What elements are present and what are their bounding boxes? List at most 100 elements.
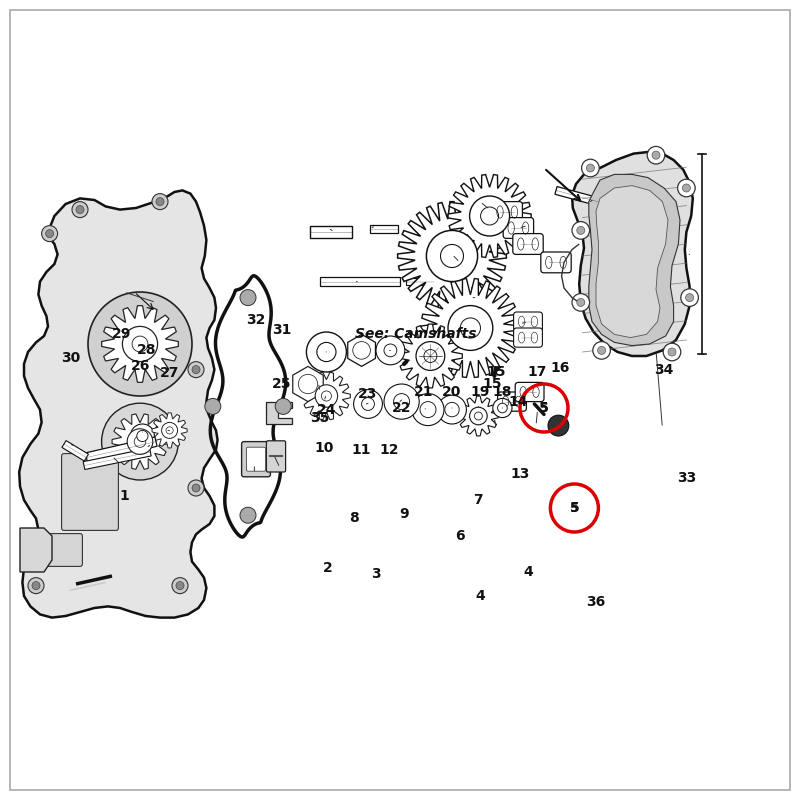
Circle shape [384,384,419,419]
Circle shape [306,332,346,372]
Text: 3: 3 [371,566,381,581]
Circle shape [205,398,221,414]
Circle shape [384,344,397,357]
Text: 8: 8 [349,511,358,526]
Circle shape [686,294,694,302]
Circle shape [42,226,58,242]
Polygon shape [572,152,693,356]
Circle shape [240,290,256,306]
Circle shape [572,222,590,239]
Circle shape [127,429,153,454]
Text: 24: 24 [317,403,336,418]
Polygon shape [19,190,218,618]
Circle shape [647,146,665,164]
Circle shape [188,362,204,378]
Circle shape [172,578,188,594]
Text: 19: 19 [470,385,490,399]
Polygon shape [86,437,157,462]
Text: 13: 13 [510,466,530,481]
Polygon shape [458,396,498,436]
Polygon shape [596,186,668,338]
Polygon shape [310,226,352,238]
Circle shape [152,194,168,210]
Circle shape [192,366,200,374]
Text: 22: 22 [392,401,411,415]
Circle shape [28,578,44,594]
Circle shape [652,151,660,159]
Circle shape [102,403,178,480]
Circle shape [598,346,606,354]
FancyBboxPatch shape [541,252,571,273]
FancyBboxPatch shape [242,442,270,477]
Circle shape [426,230,478,282]
Text: 16: 16 [550,361,570,375]
Text: 9: 9 [399,506,409,521]
Circle shape [498,403,507,413]
Text: 27: 27 [160,366,179,380]
FancyBboxPatch shape [498,392,526,411]
Circle shape [678,179,695,197]
Circle shape [593,342,610,359]
Text: 35: 35 [310,410,330,425]
Text: 15: 15 [482,377,502,391]
Circle shape [577,226,585,234]
Circle shape [548,415,569,436]
Text: 26: 26 [131,358,150,373]
Circle shape [394,394,410,410]
Text: 15: 15 [486,365,506,379]
Circle shape [376,336,405,365]
Circle shape [76,206,84,214]
Circle shape [438,395,466,424]
Circle shape [72,202,88,218]
Polygon shape [302,372,350,420]
Circle shape [582,159,599,177]
Polygon shape [20,528,52,572]
Text: 32: 32 [246,313,266,327]
Text: 29: 29 [112,326,131,341]
Text: 14: 14 [509,394,528,409]
Polygon shape [421,278,520,378]
Circle shape [682,184,690,192]
Circle shape [315,385,338,407]
Polygon shape [102,306,178,382]
FancyBboxPatch shape [62,454,118,530]
Text: 34: 34 [654,362,674,377]
Text: 4: 4 [475,589,485,603]
Text: 7: 7 [473,493,482,507]
Text: 28: 28 [137,342,156,357]
Text: See: Camshafts: See: Camshafts [355,326,477,341]
Polygon shape [398,202,506,310]
Polygon shape [62,441,89,461]
Polygon shape [448,174,531,258]
FancyBboxPatch shape [46,534,82,566]
FancyBboxPatch shape [514,328,542,347]
Polygon shape [370,225,398,233]
Polygon shape [83,448,151,470]
Circle shape [362,398,374,410]
Circle shape [275,398,291,414]
Circle shape [122,326,158,362]
Text: 1: 1 [119,489,129,503]
Polygon shape [348,334,375,366]
Text: 36: 36 [586,594,606,609]
Text: 33: 33 [677,471,696,486]
Circle shape [601,197,615,211]
Text: 31: 31 [272,322,291,337]
Circle shape [188,480,204,496]
FancyBboxPatch shape [515,382,544,402]
Circle shape [88,292,192,396]
Circle shape [681,289,698,306]
Polygon shape [555,186,607,208]
Circle shape [586,164,594,172]
Polygon shape [152,413,187,448]
FancyBboxPatch shape [246,447,266,471]
Circle shape [137,430,148,442]
Circle shape [176,582,184,590]
Text: 5: 5 [570,502,578,514]
Circle shape [577,298,585,306]
FancyBboxPatch shape [514,312,542,331]
Text: 4: 4 [523,565,533,579]
Polygon shape [112,414,168,470]
Circle shape [162,422,178,438]
FancyBboxPatch shape [513,234,543,254]
